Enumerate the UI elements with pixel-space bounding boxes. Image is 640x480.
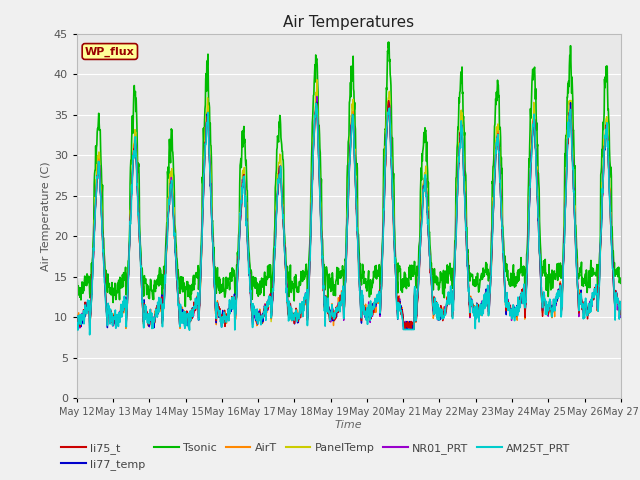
Y-axis label: Air Temperature (C): Air Temperature (C) [41, 161, 51, 271]
Title: Air Temperatures: Air Temperatures [284, 15, 414, 30]
X-axis label: Time: Time [335, 420, 363, 430]
Legend: li75_t, li77_temp, Tsonic, AirT, PanelTemp, NR01_PRT, AM25T_PRT: li75_t, li77_temp, Tsonic, AirT, PanelTe… [57, 438, 575, 474]
Text: WP_flux: WP_flux [85, 47, 134, 57]
